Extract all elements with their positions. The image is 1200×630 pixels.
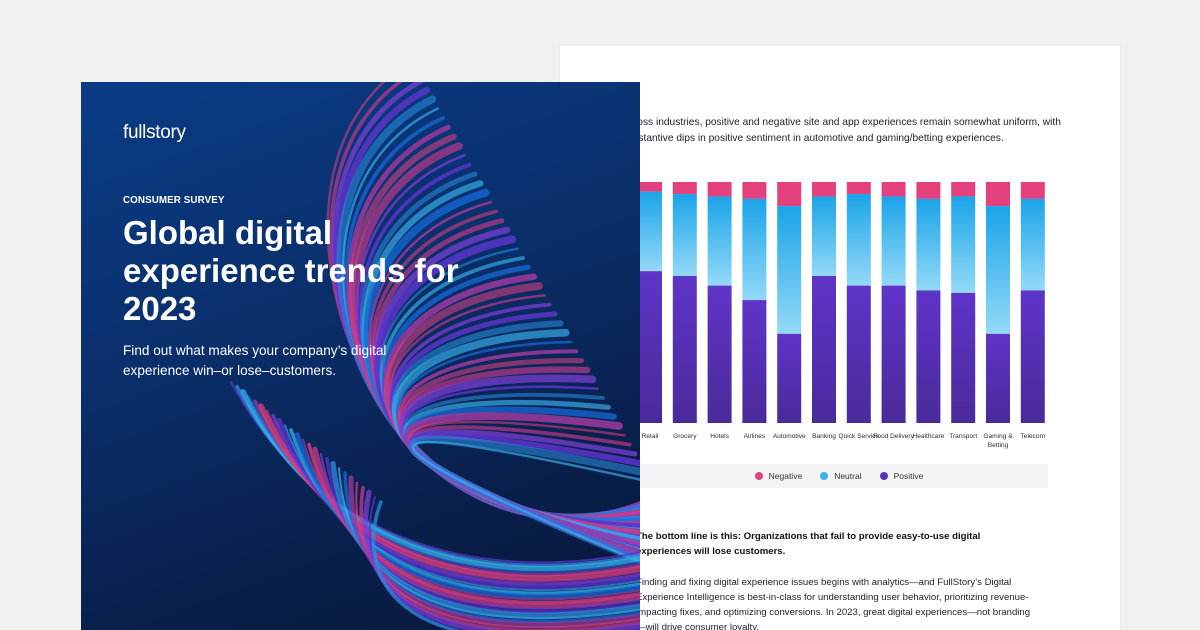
swirl-stroke xyxy=(276,417,640,590)
bar-airlines-neutral xyxy=(742,198,767,301)
swirl-stroke xyxy=(330,461,640,618)
bar-transport-neutral xyxy=(951,196,976,293)
legend-label-negative: Negative xyxy=(768,471,803,481)
cover-subtitle: Find out what makes your company’s digit… xyxy=(123,343,387,378)
bar-food-delivery-neutral xyxy=(881,196,906,286)
swirl-stroke xyxy=(411,440,640,563)
bar-retail-negative xyxy=(638,182,662,192)
category-label-gaming-betting: Gaming & Betting xyxy=(983,433,1013,449)
bar-quick-service-neutral xyxy=(846,194,871,286)
bar-gaming-betting-positive xyxy=(986,333,1010,423)
swirl-stroke xyxy=(258,403,640,581)
swirl-stroke xyxy=(294,432,640,599)
bar-healthcare-positive xyxy=(916,290,941,423)
bar-banking-positive xyxy=(812,275,836,423)
bar-gaming-betting-neutral xyxy=(986,206,1010,334)
bar-gaming-betting-negative xyxy=(986,182,1010,207)
swirl-stroke xyxy=(371,500,462,630)
sentiment-chart-svg xyxy=(638,182,1045,423)
fullstory-logo: fullstory xyxy=(123,122,186,143)
category-label-food-delivery: Food Delivery xyxy=(873,433,914,440)
bar-hotels-positive xyxy=(707,285,732,423)
swirl-stroke xyxy=(240,389,640,572)
bar-hotels-neutral xyxy=(707,196,732,286)
bar-grocery-negative xyxy=(672,182,697,195)
bar-food-delivery-negative xyxy=(881,182,906,197)
report-intro: Across industries, positive and negative… xyxy=(622,117,1061,144)
category-label-hotels: Hotels xyxy=(710,433,729,440)
bar-healthcare-negative xyxy=(916,182,941,199)
swirl-stroke xyxy=(312,446,640,609)
category-label-telecom: Telecom xyxy=(1020,433,1046,440)
bar-airlines-negative xyxy=(742,182,767,199)
bar-telecom-neutral xyxy=(1020,198,1045,291)
swirl-stroke xyxy=(348,475,640,627)
swirl-stroke xyxy=(266,409,640,582)
bottom-line-heading: The bottom line is this: Organizations t… xyxy=(636,531,981,557)
bar-healthcare-neutral xyxy=(916,198,941,291)
cover-eyebrow: CONSUMER SURVEY xyxy=(123,195,225,206)
bar-food-delivery-positive xyxy=(881,285,906,423)
swirl-stroke xyxy=(338,467,640,620)
category-label-airlines: Airlines xyxy=(743,433,766,440)
chart-legend: Negative Neutral Positive xyxy=(630,464,1048,488)
legend-item-neutral: Neutral xyxy=(820,471,862,481)
swirl-artwork xyxy=(230,82,640,630)
legend-dot-neutral xyxy=(820,472,829,480)
bar-quick-service-positive xyxy=(846,285,871,423)
category-label-transport: Transport xyxy=(949,433,978,440)
category-label-healthcare: Healthcare xyxy=(912,433,945,440)
bar-automotive-positive xyxy=(777,333,802,423)
bar-retail-positive xyxy=(638,271,662,423)
swirl-stroke xyxy=(320,453,640,610)
legend-dot-positive xyxy=(879,472,888,480)
bar-telecom-negative xyxy=(1020,182,1045,199)
bar-automotive-neutral xyxy=(777,206,802,334)
category-label-quick-service: Quick Service xyxy=(838,433,880,440)
legend-label-neutral: Neutral xyxy=(834,471,862,481)
swirl-stroke xyxy=(302,438,640,601)
bar-airlines-positive xyxy=(742,300,767,423)
bar-transport-positive xyxy=(951,292,976,423)
swirl-stroke xyxy=(284,424,640,592)
bar-automotive-negative xyxy=(777,182,802,207)
legend-label-positive: Positive xyxy=(893,471,924,481)
legend-dot-negative xyxy=(754,472,763,480)
category-label-retail: Retail xyxy=(641,433,659,440)
bar-quick-service-negative xyxy=(846,182,871,195)
swirl-stroke xyxy=(363,489,640,630)
cover-title: Global digital experience trends for 202… xyxy=(123,214,459,327)
bar-grocery-positive xyxy=(672,275,697,423)
swirl-stroke xyxy=(355,481,640,629)
category-label-automotive: Automotive xyxy=(772,433,806,440)
legend-item-positive: Positive xyxy=(879,471,924,481)
bar-hotels-negative xyxy=(707,182,732,197)
category-label-banking: Banking xyxy=(812,433,836,440)
report-cover: fullstory CONSUMER SURVEY Global digital… xyxy=(81,82,640,630)
legend-item-negative: Negative xyxy=(754,471,803,481)
bar-banking-neutral xyxy=(812,196,836,276)
category-label-grocery: Grocery xyxy=(673,433,697,440)
report-page: Across industries, positive and negative… xyxy=(560,46,1120,630)
bar-transport-negative xyxy=(951,182,976,197)
sentiment-chart: Retail Grocery Hotels Airlines Automotive Ban… xyxy=(560,46,1120,516)
bar-grocery-neutral xyxy=(672,194,697,276)
bar-telecom-positive xyxy=(1020,290,1045,423)
bar-retail-neutral xyxy=(638,191,662,272)
report-body-text: Finding and fixing digital experience is… xyxy=(636,577,1031,630)
bar-banking-negative xyxy=(812,182,836,197)
